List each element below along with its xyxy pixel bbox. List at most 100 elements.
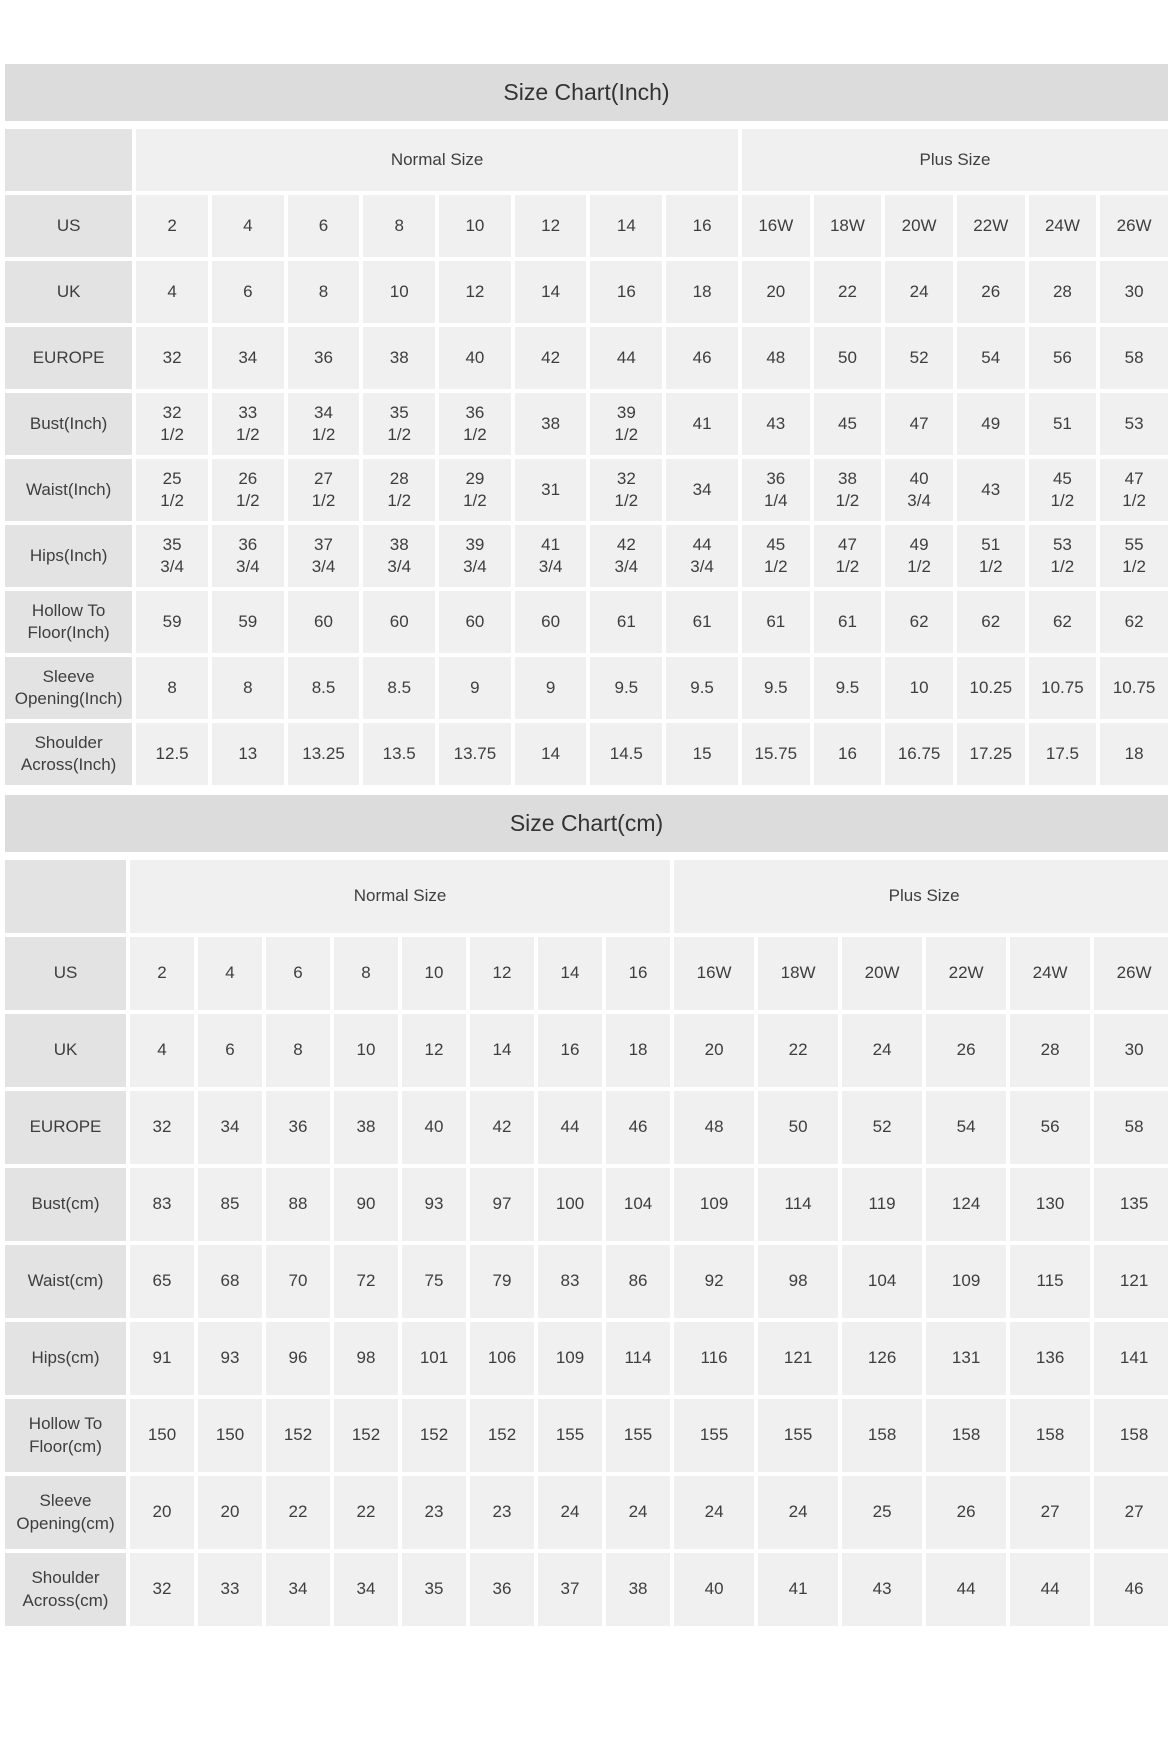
size-cell: 53 — [1100, 393, 1168, 455]
size-cell: 32 — [136, 327, 208, 389]
size-cell: 24W — [1028, 195, 1097, 257]
size-cell: 35 — [402, 1553, 466, 1626]
size-cell: 34 — [198, 1091, 262, 1164]
size-cell: 43 — [741, 393, 810, 455]
size-cell: 35 1/2 — [363, 393, 436, 455]
size-cell: 28 — [1010, 1014, 1091, 1087]
group-header-normal: Normal Size — [136, 129, 738, 191]
size-cell: 119 — [842, 1168, 923, 1241]
size-cell: 48 — [741, 327, 810, 389]
size-cell: 130 — [1010, 1168, 1091, 1241]
size-cell: 41 3/4 — [514, 525, 587, 587]
size-cell: 38 — [363, 327, 436, 389]
size-cell: 38 3/4 — [363, 525, 436, 587]
size-row: Hollow To Floor(cm) 150 150 152 152 152 152 155… — [5, 1399, 1168, 1472]
size-cell: 39 1/2 — [590, 393, 663, 455]
size-cell: 79 — [470, 1245, 534, 1318]
size-cell: 9.5 — [813, 657, 882, 719]
size-table-cm: Normal Size Plus Size US 2 4 6 8 10 12 14 16 16W 18W… — [1, 856, 1168, 1630]
row-label: Waist(Inch) — [5, 459, 133, 521]
size-cell: 32 — [130, 1091, 194, 1164]
size-cell: 12 — [514, 195, 587, 257]
size-cell: 150 — [198, 1399, 262, 1472]
size-cell: 115 — [1010, 1245, 1091, 1318]
size-cell: 91 — [130, 1322, 194, 1395]
size-cell: 16W — [741, 195, 810, 257]
size-cell: 152 — [470, 1399, 534, 1472]
size-row: EUROPE 32 34 36 38 40 42 44 46 48 50 52 54 56 58 — [5, 1091, 1168, 1164]
size-cell: 14 — [514, 723, 587, 785]
row-label: UK — [5, 1014, 126, 1087]
size-cell: 2 — [130, 937, 194, 1010]
size-cell: 22 — [334, 1476, 398, 1549]
size-cell: 30 — [1100, 261, 1168, 323]
size-cell: 38 — [334, 1091, 398, 1164]
size-cell: 8 — [266, 1014, 330, 1087]
size-cell: 43 — [956, 459, 1025, 521]
size-cell: 36 — [266, 1091, 330, 1164]
size-cell: 8 — [334, 937, 398, 1010]
size-cell: 92 — [674, 1245, 755, 1318]
size-chart-inch-title: Size Chart(Inch) — [5, 64, 1168, 121]
size-cell: 10 — [363, 261, 436, 323]
size-cell: 85 — [198, 1168, 262, 1241]
size-cell: 152 — [266, 1399, 330, 1472]
size-cell: 22W — [956, 195, 1025, 257]
size-cell: 44 — [538, 1091, 602, 1164]
size-cell: 33 — [198, 1553, 262, 1626]
row-label: Hollow To Floor(Inch) — [5, 591, 133, 653]
size-cell: 16 — [666, 195, 738, 257]
size-cell: 109 — [926, 1245, 1007, 1318]
size-cell: 22 — [813, 261, 882, 323]
row-label: EUROPE — [5, 327, 133, 389]
size-cell: 24 — [674, 1476, 755, 1549]
size-cell: 40 — [674, 1553, 755, 1626]
size-cell: 6 — [198, 1014, 262, 1087]
size-row: Waist(Inch) 25 1/2 26 1/2 27 1/2 28 1/2 29 1/… — [5, 459, 1168, 521]
size-cell: 18 — [666, 261, 738, 323]
size-cell: 9.5 — [741, 657, 810, 719]
group-header-row: Normal Size Plus Size — [5, 129, 1168, 191]
size-cell: 158 — [926, 1399, 1007, 1472]
size-cell: 16 — [590, 261, 663, 323]
size-cell: 20 — [741, 261, 810, 323]
size-cell: 68 — [198, 1245, 262, 1318]
size-row: UK 4 6 8 10 12 14 16 18 20 22 24 26 28 30 — [5, 1014, 1168, 1087]
size-cell: 155 — [538, 1399, 602, 1472]
size-cell: 121 — [758, 1322, 839, 1395]
row-label: UK — [5, 261, 133, 323]
size-cell: 141 — [1094, 1322, 1168, 1395]
row-label: Waist(cm) — [5, 1245, 126, 1318]
size-cell: 86 — [606, 1245, 671, 1318]
size-charts: Size Chart(Inch) Normal Size Plus Size US 2… — [5, 64, 1168, 1630]
size-cell: 28 — [1028, 261, 1097, 323]
size-cell: 97 — [470, 1168, 534, 1241]
size-cell: 34 — [211, 327, 284, 389]
size-cell: 109 — [538, 1322, 602, 1395]
size-cell: 24 — [758, 1476, 839, 1549]
size-cell: 59 — [136, 591, 208, 653]
size-cell: 36 3/4 — [211, 525, 284, 587]
size-cell: 41 — [666, 393, 738, 455]
size-table-inch: Normal Size Plus Size US 2 4 6 8 10 12 14 16 16W 18W… — [1, 125, 1168, 789]
size-cell: 26W — [1094, 937, 1168, 1010]
size-cell: 17.25 — [956, 723, 1025, 785]
size-cell: 16 — [813, 723, 882, 785]
size-cell: 37 — [538, 1553, 602, 1626]
size-cell: 152 — [334, 1399, 398, 1472]
size-cell: 39 3/4 — [439, 525, 511, 587]
size-cell: 37 3/4 — [287, 525, 360, 587]
size-cell: 34 — [334, 1553, 398, 1626]
size-cell: 60 — [363, 591, 436, 653]
size-cell: 12 — [402, 1014, 466, 1087]
size-cell: 98 — [334, 1322, 398, 1395]
size-cell: 4 — [211, 195, 284, 257]
size-cell: 8.5 — [363, 657, 436, 719]
size-cell: 44 3/4 — [666, 525, 738, 587]
size-cell: 22 — [266, 1476, 330, 1549]
row-label: Bust(Inch) — [5, 393, 133, 455]
size-row: Hips(Inch) 35 3/4 36 3/4 37 3/4 38 3/4 39 3/4… — [5, 525, 1168, 587]
size-cell: 32 1/2 — [590, 459, 663, 521]
size-cell: 47 1/2 — [1100, 459, 1168, 521]
size-cell: 18W — [813, 195, 882, 257]
